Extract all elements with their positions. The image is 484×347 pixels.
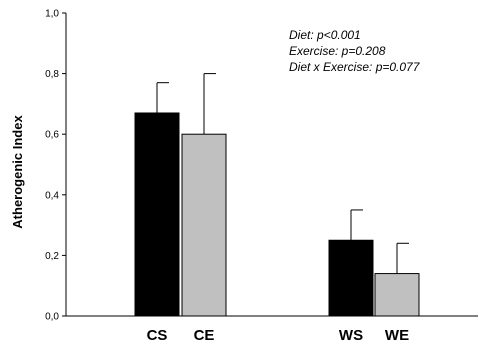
- annotation-diet: Diet: p<0.001: [289, 28, 361, 42]
- category-labels: CS CE WS WE: [147, 327, 410, 344]
- category-label-cs: CS: [147, 327, 168, 344]
- bar-ws: [328, 239, 374, 317]
- category-label-ce: CE: [194, 327, 215, 344]
- bar-ce: [181, 133, 227, 317]
- y-tick-label: 0,6: [45, 130, 59, 141]
- category-label-we: WE: [385, 327, 409, 344]
- bars-group: [134, 73, 420, 317]
- bar-we: [374, 273, 420, 317]
- y-tick-label: 0,4: [45, 190, 59, 201]
- annotation-exercise: Exercise: p=0.208: [289, 44, 386, 58]
- y-axis-ticks: 0,0 0,2 0,4 0,6 0,8 1,0: [45, 9, 66, 323]
- y-tick-label: 0,8: [45, 69, 59, 80]
- y-tick-label: 0,0: [45, 312, 59, 323]
- bar-cs: [134, 112, 180, 317]
- statistics-annotation: Diet: p<0.001 Exercise: p=0.208 Diet x E…: [289, 28, 421, 74]
- category-label-ws: WS: [339, 327, 363, 344]
- y-tick-label: 1,0: [45, 9, 59, 20]
- y-tick-label: 0,2: [45, 251, 59, 262]
- annotation-interaction: Diet x Exercise: p=0.077: [289, 60, 421, 74]
- y-axis: 0,0 0,2 0,4 0,6 0,8 1,0: [45, 9, 67, 323]
- y-axis-title: Atherogenic Index: [10, 115, 25, 229]
